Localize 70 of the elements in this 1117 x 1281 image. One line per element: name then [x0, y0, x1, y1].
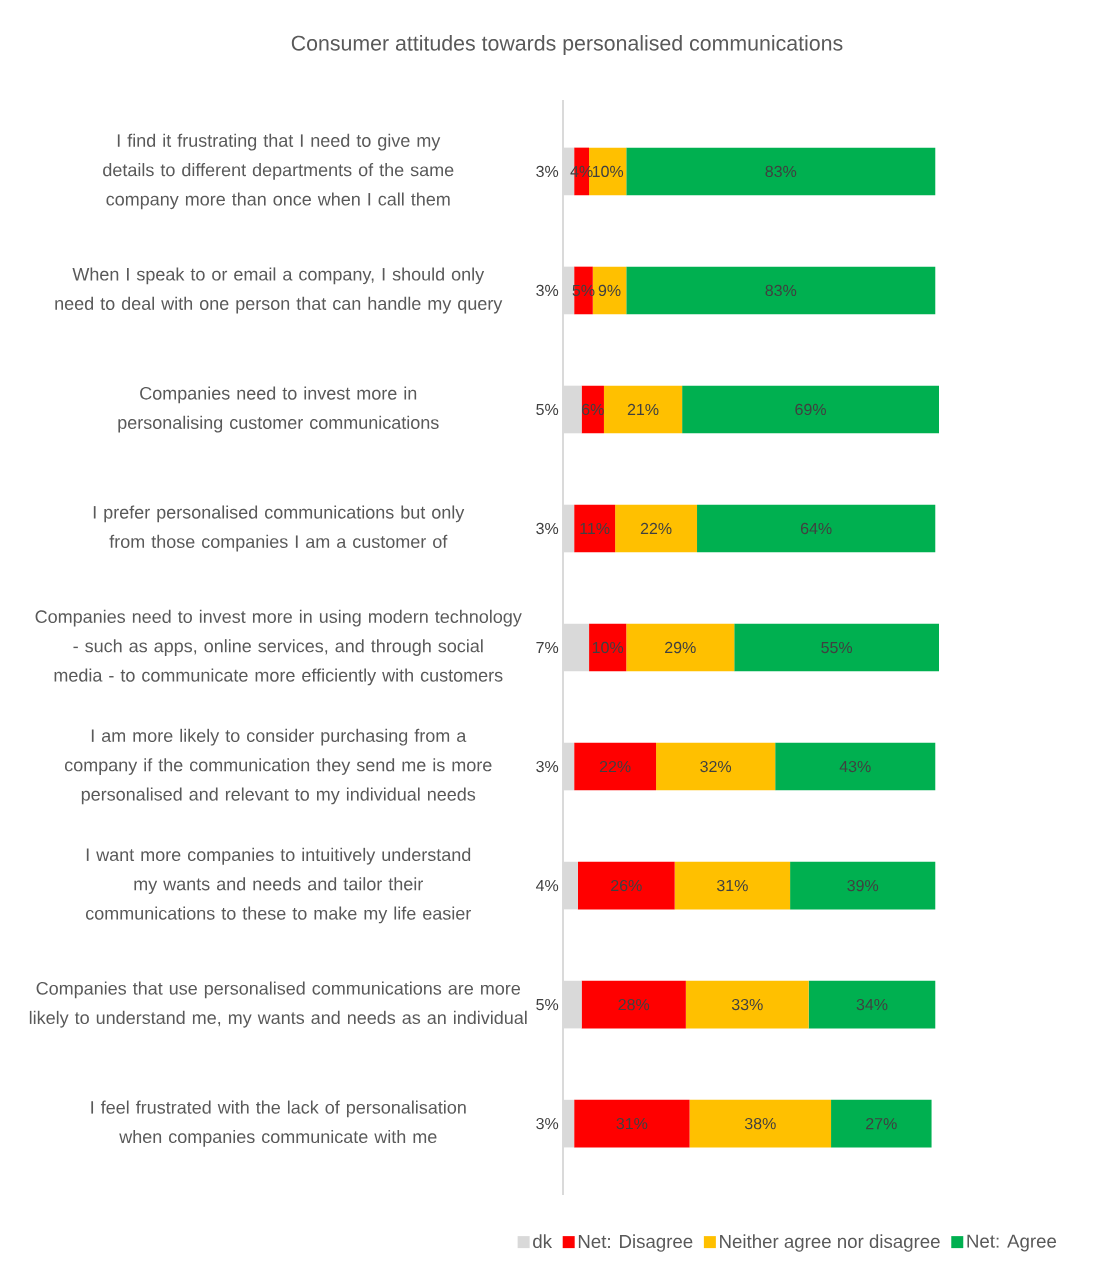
bar	[685, 980, 809, 1029]
data-label: 10%	[592, 165, 624, 178]
bar	[574, 504, 616, 553]
bar	[831, 1099, 932, 1148]
legend-label: dk	[533, 1234, 553, 1249]
data-label: 43%	[839, 760, 871, 773]
data-label: 21%	[627, 403, 659, 416]
bar	[574, 1099, 690, 1148]
data-label: 55%	[821, 641, 853, 654]
data-label: 32%	[700, 760, 732, 773]
bar	[626, 147, 936, 196]
legend-label: Net: Agree	[967, 1234, 1057, 1252]
data-label: 38%	[744, 1117, 776, 1130]
bar	[574, 742, 657, 791]
bar	[603, 385, 683, 434]
bar	[577, 861, 675, 910]
bar	[656, 742, 776, 791]
bar	[581, 980, 686, 1029]
data-label: 3%	[536, 165, 559, 178]
data-label: 22%	[640, 522, 672, 535]
bar	[674, 861, 791, 910]
y-tick-label: I want more companies to intuitively understand my wants and needs and tailor their communications to these to make my life easier	[85, 847, 471, 924]
data-label: 69%	[795, 403, 827, 416]
data-label: 5%	[536, 403, 559, 416]
data-label: 4%	[535, 879, 559, 892]
y-tick-label: I find it frustrating that I need to give my details to different departments of the same company more than once when I call them	[103, 133, 454, 210]
data-label: 29%	[665, 641, 696, 654]
bar	[775, 742, 936, 791]
data-label: 28%	[618, 998, 650, 1011]
y-tick-label: Companies need to invest more in personalising customer communications	[118, 386, 439, 433]
bar	[615, 504, 698, 553]
data-label: 9%	[598, 284, 621, 297]
data-label: 3%	[536, 760, 559, 773]
data-label: 6%	[582, 403, 604, 416]
data-label: 31%	[716, 879, 748, 892]
data-label: 22%	[599, 760, 631, 773]
bar	[626, 623, 735, 672]
data-label: 64%	[800, 522, 832, 535]
data-label: 27%	[866, 1117, 897, 1130]
data-label: 11%	[580, 522, 610, 535]
data-label: 31%	[616, 1117, 648, 1130]
bar	[682, 385, 939, 434]
legend-label: Neither agree nor disagree	[720, 1234, 940, 1252]
data-label: 7%	[536, 641, 559, 654]
bar	[689, 1099, 832, 1148]
data-label: 26%	[611, 879, 642, 892]
data-label: 33%	[731, 998, 763, 1011]
data-label: 83%	[765, 284, 797, 297]
data-label: 3%	[536, 522, 559, 535]
y-tick-label: I am more likely to consider purchasing from a company if the communication they send me is more personalised and relevant to my individual needs	[64, 728, 492, 805]
bar	[697, 504, 936, 553]
bar	[589, 623, 627, 672]
chart-title: Consumer attitudes towards personalised communications	[291, 35, 843, 55]
legend-label: Net: Disagree	[578, 1234, 693, 1252]
bar	[734, 623, 939, 672]
data-label: 3%	[536, 1117, 559, 1130]
data-label: 3%	[536, 284, 559, 297]
y-tick-label: Companies that use personalised communications are more likely to understand me, my wants and needs as an individual	[29, 981, 527, 1028]
y-tick-label: I prefer personalised communications but only from those companies I am a customer of	[93, 505, 465, 552]
data-label: 34%	[856, 998, 888, 1011]
y-tick-label: Companies need to invest more in using modern technology - such as apps, online services, and through social media - to communicate more efficiently with customers	[35, 609, 522, 686]
y-tick-label: When I speak to or email a company, I should only need to deal with one person that can handle my query	[55, 267, 503, 314]
y-tick-label: I feel frustrated with the lack of personalisation when companies communicate with me	[91, 1100, 466, 1147]
data-label: 10%	[592, 641, 624, 654]
bar	[790, 861, 936, 910]
data-label: 83%	[765, 165, 797, 178]
data-label: 39%	[847, 879, 879, 892]
bar	[626, 266, 936, 315]
bar	[808, 980, 936, 1029]
data-label: 5%	[536, 998, 559, 1011]
